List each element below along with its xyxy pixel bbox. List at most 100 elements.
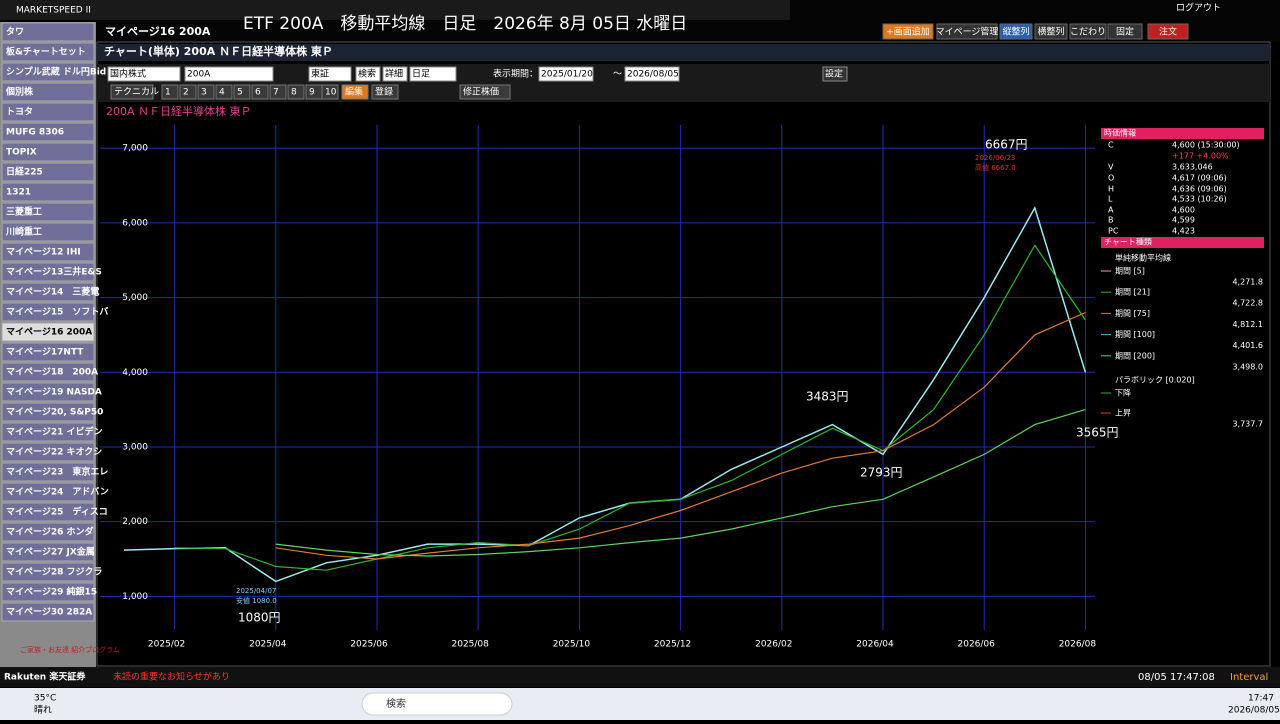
toolbar-field[interactable] xyxy=(538,66,594,82)
sidebar-item[interactable] xyxy=(1,582,95,602)
toolbar-button-label[interactable]: 5 xyxy=(237,88,243,98)
sidebar-item[interactable] xyxy=(1,562,95,582)
toolbar-label[interactable]: 表示期間： xyxy=(493,68,538,80)
sidebar-item[interactable] xyxy=(1,522,95,542)
sidebar-item-label[interactable]: マイページ29 純銀15 xyxy=(6,586,97,598)
top-button[interactable] xyxy=(882,23,934,40)
toolbar-field[interactable] xyxy=(107,66,181,82)
sidebar-item[interactable] xyxy=(1,42,95,62)
search-label[interactable]: 検索 xyxy=(386,697,406,710)
toolbar-label[interactable]: 2026/08/05 xyxy=(627,70,679,80)
toolbar-field[interactable] xyxy=(184,66,274,82)
toolbar-button-label[interactable]: 7 xyxy=(273,88,279,98)
top-button[interactable] xyxy=(1034,23,1068,40)
sidebar-item[interactable] xyxy=(1,122,95,142)
toolbar-button-label[interactable]: 9 xyxy=(309,88,315,98)
toolbar-button-label[interactable]: 登録 xyxy=(375,86,393,98)
logout-button[interactable]: ログアウト xyxy=(1176,2,1221,14)
top-button-label[interactable]: 注文 xyxy=(1159,26,1177,38)
toolbar-button-label[interactable]: 4 xyxy=(219,88,225,98)
sidebar-item-label[interactable]: マイページ19 NASDA xyxy=(6,387,102,398)
toolbar-label[interactable]: ～ xyxy=(613,70,622,80)
sidebar-item-label[interactable]: 三菱重工 xyxy=(6,206,42,218)
top-button-label[interactable]: マイページ管理 xyxy=(936,26,999,38)
toolbar-button-label[interactable]: 10 xyxy=(325,88,337,98)
sidebar-item[interactable] xyxy=(1,102,95,122)
sidebar-item[interactable] xyxy=(1,342,95,362)
sidebar-item[interactable] xyxy=(1,462,95,482)
toolbar-button[interactable] xyxy=(287,84,305,100)
toolbar-button[interactable] xyxy=(371,84,399,100)
sidebar-item-label[interactable]: マイページ30 282A xyxy=(6,607,92,618)
sidebar-item[interactable] xyxy=(1,82,95,102)
toolbar-field[interactable] xyxy=(382,66,408,82)
sidebar-item[interactable] xyxy=(1,242,95,262)
sidebar-item[interactable] xyxy=(1,182,95,202)
toolbar-field[interactable] xyxy=(355,66,381,82)
sidebar-item[interactable] xyxy=(1,322,95,342)
sidebar-item[interactable] xyxy=(1,282,95,302)
toolbar-button-label[interactable]: 修正株価 xyxy=(463,86,499,98)
top-button-label[interactable]: 固定 xyxy=(1116,26,1134,38)
sidebar-item-label[interactable]: 1321 xyxy=(6,188,31,198)
toolbar-button-label[interactable]: 6 xyxy=(255,88,261,98)
sidebar-item-label[interactable]: シンプル武蔵 ドル円Bid xyxy=(6,66,106,78)
toolbar-button[interactable] xyxy=(321,84,339,100)
toolbar-button[interactable] xyxy=(161,84,179,100)
sidebar-item-label[interactable]: マイページ25 ディスコ xyxy=(6,506,108,518)
toolbar-button-label[interactable]: 2 xyxy=(183,88,189,98)
toolbar-label[interactable]: 設定 xyxy=(825,68,843,80)
search-box[interactable] xyxy=(361,692,513,716)
sidebar-item-label[interactable]: マイページ16 200A xyxy=(6,327,92,338)
toolbar-label[interactable]: 国内株式 xyxy=(110,68,146,80)
toolbar-label[interactable]: 200A xyxy=(187,70,211,80)
toolbar-button[interactable] xyxy=(215,84,233,100)
toolbar-label[interactable]: 2025/01/20 xyxy=(541,70,593,80)
sidebar-item-label[interactable]: 日経225 xyxy=(6,166,43,178)
top-button[interactable] xyxy=(1107,23,1143,40)
toolbar-label[interactable]: 詳細 xyxy=(385,68,403,80)
sidebar-item-label[interactable]: マイページ20, S&P50 xyxy=(6,407,103,418)
sidebar-item-label[interactable]: 板&チャートセット xyxy=(6,46,86,58)
sidebar-item[interactable] xyxy=(1,362,95,382)
top-button-label[interactable]: 横整列 xyxy=(1037,26,1064,38)
toolbar-field[interactable] xyxy=(308,66,352,82)
toolbar-button[interactable] xyxy=(269,84,287,100)
sidebar-item[interactable] xyxy=(1,382,95,402)
sidebar-item-label[interactable]: マイページ26 ホンダ xyxy=(6,526,93,538)
sidebar-item-label[interactable]: マイページ24 アドバン xyxy=(6,487,109,498)
toolbar-button-label[interactable]: 編集 xyxy=(345,86,363,98)
sidebar-item[interactable] xyxy=(1,442,95,462)
top-button[interactable] xyxy=(999,23,1033,40)
sidebar-item-label[interactable]: トヨタ xyxy=(6,106,33,118)
top-button-label[interactable]: 縦整列 xyxy=(1002,26,1029,38)
toolbar-button[interactable] xyxy=(341,84,369,100)
sidebar-item[interactable] xyxy=(1,602,95,622)
sidebar-item-label[interactable]: マイページ17NTT xyxy=(6,347,84,358)
sidebar-item-label[interactable]: MUFG 8306 xyxy=(6,128,64,138)
sidebar-item[interactable] xyxy=(1,142,95,162)
toolbar-field[interactable] xyxy=(822,66,848,82)
top-button-label[interactable]: こだわり xyxy=(1070,27,1106,38)
sidebar-item-label[interactable]: マイページ28 フジクラ xyxy=(6,567,102,578)
sidebar-item-label[interactable]: マイページ15 ソフトバ xyxy=(6,307,108,318)
sidebar-item-label[interactable]: マイページ23 東京エレ xyxy=(6,466,108,478)
toolbar-label[interactable]: 検索 xyxy=(358,68,376,80)
sidebar-item[interactable] xyxy=(1,302,95,322)
sidebar-item[interactable] xyxy=(1,22,95,42)
top-button-label[interactable]: +画面追加 xyxy=(886,26,930,38)
top-button[interactable] xyxy=(1069,23,1107,40)
sidebar-item[interactable] xyxy=(1,542,95,562)
sidebar-item-label[interactable]: マイページ21 イビデン xyxy=(6,426,102,438)
top-button[interactable] xyxy=(1147,23,1189,40)
sidebar-item[interactable] xyxy=(1,262,95,282)
sidebar-item[interactable] xyxy=(1,502,95,522)
toolbar-button-label[interactable]: 8 xyxy=(291,88,297,98)
sidebar-item-label[interactable]: マイページ22 キオクシ xyxy=(6,447,102,458)
sidebar-item[interactable] xyxy=(1,62,95,82)
sidebar-item[interactable] xyxy=(1,482,95,502)
sidebar-item-label[interactable]: タワ xyxy=(6,26,24,38)
sidebar-item-label[interactable]: マイページ12 IHI xyxy=(6,247,81,258)
sidebar-item[interactable] xyxy=(1,402,95,422)
sidebar-item-label[interactable]: マイページ14 三菱電 xyxy=(6,286,99,298)
